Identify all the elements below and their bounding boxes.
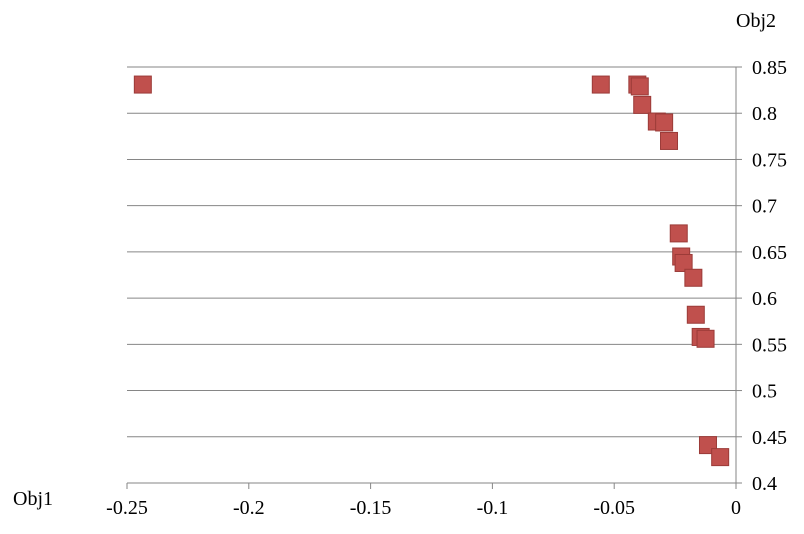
y-tick-label: 0.7 [752, 196, 777, 218]
y-tick-label: 0.45 [752, 427, 787, 449]
data-point [684, 268, 703, 287]
x-axis-title: Obj1 [13, 488, 53, 510]
x-tick-label: -0.2 [233, 497, 265, 519]
y-tick-label: 0.55 [752, 334, 787, 356]
y-tick-label: 0.6 [752, 288, 777, 310]
data-point [669, 224, 688, 243]
y-tick-label: 0.5 [752, 381, 777, 403]
data-point [686, 305, 705, 324]
data-point [591, 75, 610, 94]
data-point [696, 329, 715, 348]
data-point [660, 131, 679, 150]
x-tick-label: -0.05 [593, 497, 635, 519]
data-points [133, 75, 730, 467]
data-point [633, 95, 652, 114]
y-tick-label: 0.75 [752, 149, 787, 171]
data-point [655, 113, 674, 132]
y-tick-label: 0.4 [752, 473, 777, 495]
x-tick-label: 0 [731, 497, 741, 519]
data-point [711, 448, 730, 467]
x-tick-label: -0.15 [350, 497, 392, 519]
y-tick-label: 0.85 [752, 57, 787, 79]
x-tick-label: -0.25 [106, 497, 148, 519]
gridlines [127, 66, 736, 438]
data-point [133, 75, 152, 94]
data-point [630, 77, 649, 96]
y-axis-title: Obj2 [736, 10, 776, 32]
y-tick-label: 0.65 [752, 242, 787, 264]
y-tick-label: 0.8 [752, 103, 777, 125]
tick-labels: 0.4 0.45 0.5 0.55 0.6 0.65 0.7 0.75 0.8 0.85 -0.25… [106, 57, 787, 519]
x-tick-label: -0.1 [477, 497, 509, 519]
data-point [674, 253, 693, 272]
axes [126, 66, 742, 489]
